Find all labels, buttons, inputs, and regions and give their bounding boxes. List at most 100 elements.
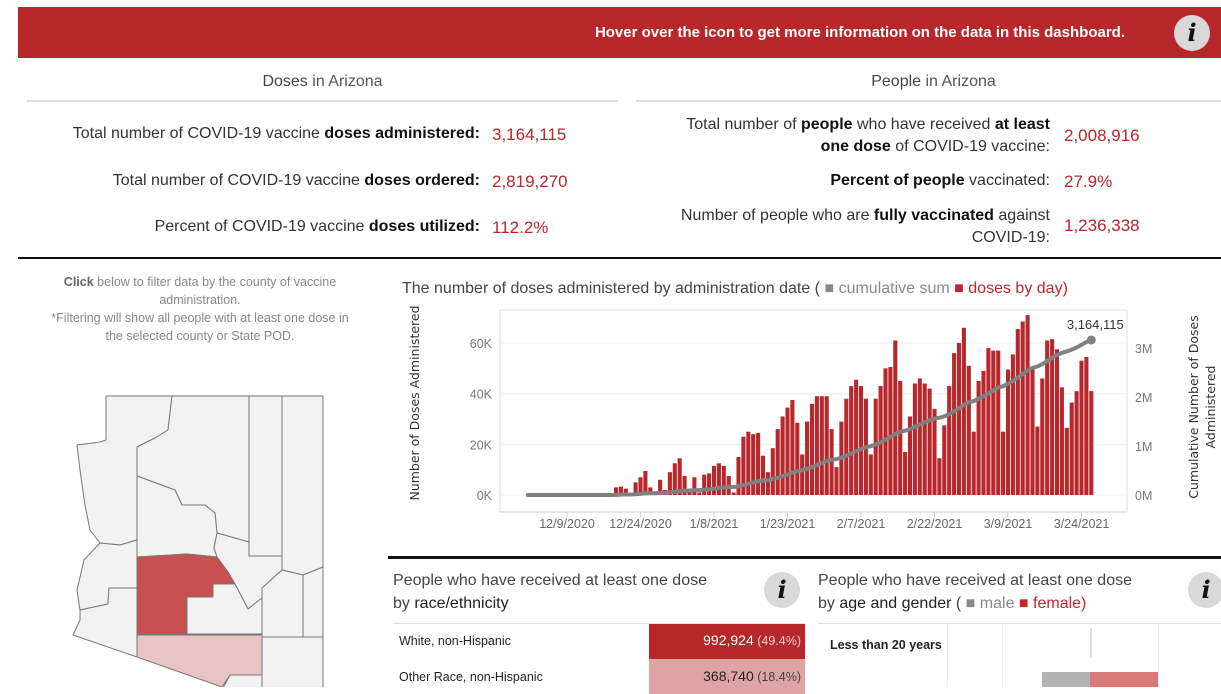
daily-bar xyxy=(1015,329,1020,495)
daily-bar xyxy=(942,425,947,495)
daily-bar xyxy=(1074,391,1079,495)
legend-female[interactable]: ■ female) xyxy=(1018,595,1087,612)
x-tick-label: 2/22/2021 xyxy=(907,517,963,531)
daily-bar xyxy=(613,487,619,495)
daily-bar xyxy=(1089,391,1094,495)
daily-bar xyxy=(721,465,726,495)
daily-bar xyxy=(819,396,824,495)
daily-bar xyxy=(907,416,913,495)
daily-bar xyxy=(746,431,751,495)
daily-bar xyxy=(711,465,717,495)
legend-cumulative[interactable]: ■ cumulative sum xyxy=(820,280,950,297)
daily-bar xyxy=(1040,378,1045,495)
county-cochise[interactable] xyxy=(261,636,324,687)
y2-tick-label: 3M xyxy=(1135,342,1152,356)
age-bar-female[interactable] xyxy=(1090,672,1158,687)
doses-title: Doses in Arizona xyxy=(262,73,383,90)
daily-bar xyxy=(1054,349,1060,495)
daily-bar xyxy=(623,488,628,495)
x-tick-label: 3/24/2021 xyxy=(1054,517,1110,531)
gridline xyxy=(1002,624,1003,687)
age-label: Less than 20 years xyxy=(830,638,942,652)
daily-bar xyxy=(868,454,873,495)
x-tick-label: 12/24/2020 xyxy=(609,517,672,531)
section-divider xyxy=(18,257,1221,259)
daily-bar xyxy=(912,383,917,495)
arizona-county-map xyxy=(72,395,324,687)
county-pinal[interactable] xyxy=(186,583,263,635)
y-tick-label: 20K xyxy=(470,438,493,452)
daily-bar xyxy=(716,463,721,495)
race-label: White, non-Hispanic xyxy=(399,634,511,648)
daily-bar xyxy=(1025,315,1030,495)
x-tick-label: 2/7/2021 xyxy=(837,517,886,531)
daily-bar xyxy=(971,431,976,495)
daily-bar xyxy=(858,386,864,495)
doses-administered-value: 3,164,115 xyxy=(492,125,567,144)
daily-bar xyxy=(736,457,741,495)
info-banner: Hover over the icon to get more informat… xyxy=(18,7,1221,58)
daily-bar xyxy=(1010,354,1015,495)
y2-tick-label: 2M xyxy=(1135,391,1152,405)
legend-male[interactable]: ■ male xyxy=(965,595,1015,612)
people-title: People in Arizona xyxy=(871,73,996,90)
y2-tick-label: 0M xyxy=(1135,489,1152,503)
race-info-icon[interactable]: i xyxy=(764,572,800,608)
daily-bar xyxy=(917,378,922,495)
age-info-icon[interactable]: i xyxy=(1188,572,1221,608)
daily-bar xyxy=(648,487,653,495)
daily-bar xyxy=(932,408,937,495)
daily-bar xyxy=(770,448,775,495)
daily-bar xyxy=(1084,356,1089,495)
y-tick-label: 0K xyxy=(477,489,493,503)
daily-bar xyxy=(682,476,687,495)
daily-bar xyxy=(751,434,756,495)
filter-note: Click below to filter data by the county… xyxy=(51,275,349,343)
daily-bar xyxy=(795,422,800,495)
banner-text: Hover over the icon to get more informat… xyxy=(594,24,1125,41)
daily-bar xyxy=(829,429,834,495)
people-one-dose-value: 2,008,916 xyxy=(1064,126,1140,145)
doses-utilized-value: 112.2% xyxy=(492,218,549,237)
y2-tick-label: 1M xyxy=(1135,440,1152,454)
race-row-white[interactable]: White, non-Hispanic 992,924 (49.4%) xyxy=(393,624,805,659)
race-table: White, non-Hispanic 992,924 (49.4%) Othe… xyxy=(393,624,805,694)
legend-daily[interactable]: ■ doses by day) xyxy=(949,280,1068,297)
daily-bar xyxy=(986,348,991,495)
daily-bar xyxy=(961,327,966,495)
daily-bar xyxy=(1020,321,1025,495)
daily-bar xyxy=(1035,426,1040,495)
race-value-cell: 992,924 (49.4%) xyxy=(649,624,805,659)
daily-bar xyxy=(760,455,766,495)
county-greenlee[interactable] xyxy=(302,566,324,638)
daily-bar xyxy=(702,474,707,495)
daily-bar xyxy=(780,416,785,495)
daily-bar xyxy=(834,467,839,495)
age-bar-male[interactable] xyxy=(1090,628,1092,658)
age-bar-male[interactable] xyxy=(1042,672,1090,687)
daily-bar xyxy=(618,486,623,495)
daily-bar xyxy=(888,367,893,495)
cumulative-line xyxy=(525,337,1094,497)
daily-bar xyxy=(638,477,643,495)
daily-bar xyxy=(883,368,888,495)
daily-bar xyxy=(947,386,952,495)
race-label: Other Race, non-Hispanic xyxy=(399,670,543,684)
race-value-cell: 368,740 (18.4%) xyxy=(649,659,805,694)
percent-vaccinated-label: Percent of people vaccinated: xyxy=(830,172,1050,189)
county-santa-cruz[interactable] xyxy=(222,674,263,687)
daily-bar xyxy=(672,463,677,495)
age-title: People who have received at least one do… xyxy=(818,572,1132,612)
percent-vaccinated-value: 27.9% xyxy=(1064,172,1113,191)
daily-bar xyxy=(981,370,986,495)
race-row-other[interactable]: Other Race, non-Hispanic 368,740 (18.4%) xyxy=(393,659,805,694)
daily-bar xyxy=(1050,339,1055,495)
daily-bar xyxy=(809,403,815,495)
x-tick-label: 1/23/2021 xyxy=(760,517,816,531)
info-icon[interactable]: i xyxy=(1174,15,1210,51)
county-yuma[interactable] xyxy=(72,587,138,658)
y2-axis-label: Administered xyxy=(1203,366,1218,449)
daily-bar xyxy=(707,473,712,495)
daily-bar xyxy=(790,400,795,495)
daily-bar xyxy=(893,340,898,495)
